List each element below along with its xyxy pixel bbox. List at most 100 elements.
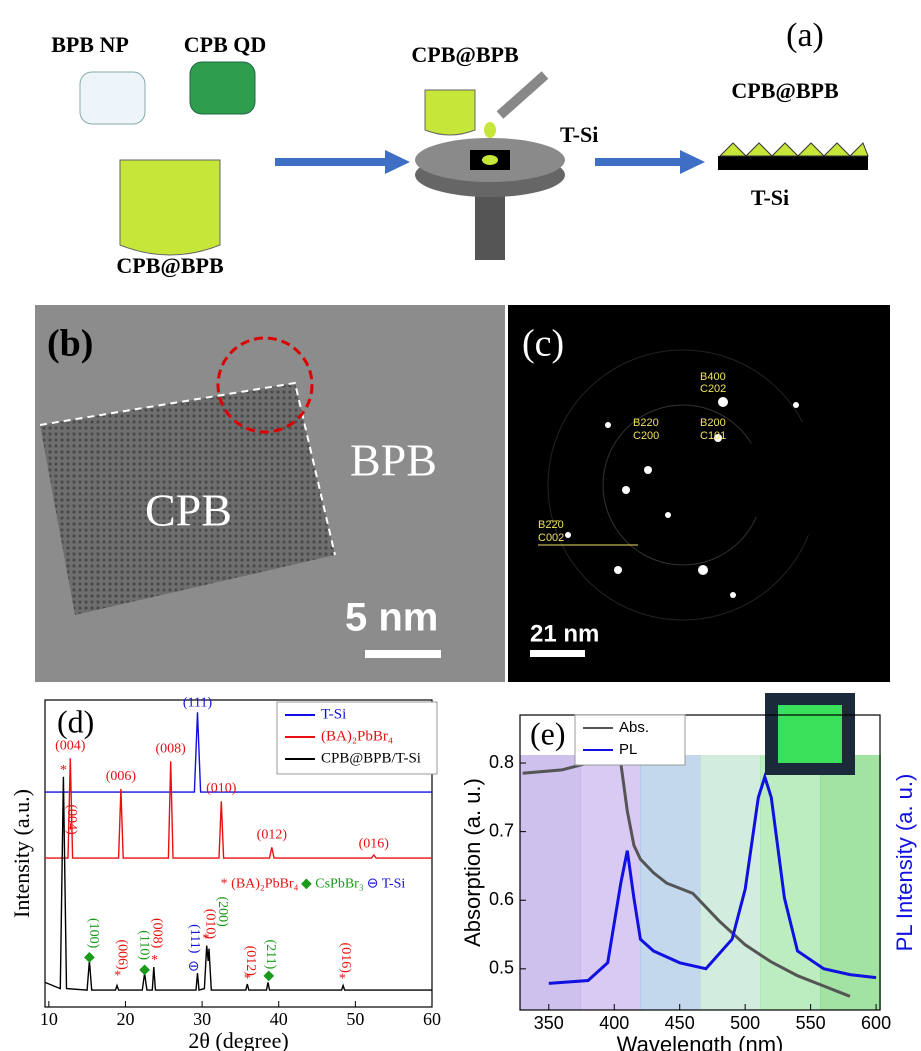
bottle [79, 71, 146, 125]
annotation: ◆ [139, 962, 150, 977]
annotation: (008) [150, 918, 165, 949]
x-tick-label: 350 [534, 1013, 564, 1033]
plot-frame [44, 699, 433, 1008]
annotation: * [202, 932, 209, 947]
spot-label: B220 [633, 417, 659, 429]
highlight [216, 336, 314, 434]
spot-label: C101 [700, 430, 726, 442]
panel-label: (c) [522, 323, 564, 365]
legend-box [574, 714, 686, 766]
x-tick-label: 10 [40, 1009, 58, 1029]
spot-label: B200 [700, 417, 726, 429]
cpb-region [40, 383, 335, 615]
annotation: * [114, 969, 121, 984]
annotation: (010) [203, 909, 218, 940]
annotation: * [60, 763, 67, 778]
beaker [424, 89, 476, 136]
annotation: * (BA)₂PbBr₄ [221, 876, 299, 891]
x-tick-label: 40 [270, 1009, 288, 1029]
substrate [718, 156, 868, 170]
annotation: ◆ CsPbBr₃ [301, 876, 364, 891]
droplet [482, 155, 498, 165]
y-tick-label: 0.7 [489, 820, 514, 840]
inset-photo [778, 705, 842, 763]
xrd-chart: 10 20 30 40 50 60 2θ (degree) Intensity (a.u.) (… [9, 695, 441, 1051]
annotation: (111) [183, 695, 213, 710]
annotation: (004) [55, 738, 86, 753]
series-line [45, 712, 432, 793]
annotation: ⊖ [188, 959, 200, 974]
annotation: * [339, 972, 346, 987]
spectrum-band [820, 755, 881, 1010]
x-tick-label: 500 [730, 1013, 760, 1033]
legend-label: T-Si [321, 706, 346, 722]
panel-label: (a) [786, 17, 824, 54]
y-axis-label: Intensity (a.u.) [9, 789, 34, 918]
annotation: (110) [137, 930, 152, 960]
label: CPB QD [184, 32, 267, 57]
boundary [39, 381, 336, 556]
series-line [44, 776, 432, 991]
scale-label: 21 nm [530, 620, 599, 647]
spot-label: C202 [700, 383, 726, 395]
x-tick-label: 50 [346, 1009, 364, 1029]
film [718, 142, 869, 157]
tem-panel: (b) CPB BPB 5 nm [35, 305, 505, 682]
spot-label: B2̄2̄0 [538, 519, 564, 531]
annotation: (012) [243, 946, 258, 977]
panel-label: (b) [47, 323, 93, 365]
spot-label: C002 [538, 532, 564, 544]
label: T-Si [751, 185, 789, 210]
annotation: (006) [106, 769, 137, 784]
plot-frame [519, 714, 881, 1011]
saed-panel: B400 C202 B220 C200 B200 C101 B2̄2̄0 C00… [508, 305, 890, 682]
annotation: (211) [263, 939, 278, 969]
series-line [45, 758, 432, 859]
series-line [548, 771, 877, 985]
panel-label: (d) [57, 703, 94, 739]
y-tick-label: 0.5 [489, 958, 514, 978]
annotation: (008) [156, 741, 187, 756]
x-axis-label: 2θ (degree) [188, 1028, 288, 1051]
y-axis-label: Absorption (a. u.) [460, 778, 485, 947]
x-axis-label: Wavelength (nm) [617, 1032, 784, 1051]
annotation: (006) [114, 939, 129, 970]
y2-axis-label: PL Intensity (a. u.) [892, 774, 917, 952]
spectrum-band [700, 755, 761, 1010]
legend-label: CPB@BPB/T-Si [321, 750, 421, 766]
x-tick-label: 60 [423, 1009, 441, 1029]
label: BPB [350, 435, 437, 486]
x-tick-label: 20 [116, 1009, 134, 1029]
label: CPB [145, 485, 232, 536]
droplet [484, 122, 496, 138]
bottle [189, 61, 256, 115]
spectrum-band [640, 755, 701, 1010]
spot-label: B400 [700, 371, 726, 383]
beaker [119, 159, 221, 256]
annotation: * [244, 972, 251, 987]
x-tick-label: 450 [665, 1013, 695, 1033]
x-tick-label: 400 [599, 1013, 629, 1033]
scale-bar [530, 650, 585, 657]
annotation: (016) [359, 837, 390, 852]
label: CPB@BPB [731, 78, 839, 103]
annotation: ◆ [263, 969, 274, 984]
y-tick-label: 0.6 [489, 889, 514, 909]
legend-label: PL [619, 741, 637, 758]
annotation: (016) [338, 943, 353, 974]
spindle [475, 185, 505, 260]
scale-label: 5 nm [345, 596, 438, 640]
annotation: (200) [215, 896, 230, 927]
spot-label: C200 [633, 430, 659, 442]
annotation: ⊖ T-Si [367, 876, 406, 891]
optical-chart: 350 400 450 500 550 600 0.5 0.6 0.7 0.8 Wavelength… [460, 693, 917, 1051]
annotation: ◆ [84, 950, 95, 965]
annotation: (111) [187, 924, 202, 954]
schematic-panel: (a) BPB NP CPB QD CPB@BPB CPB@BPB T-Si C… [51, 17, 869, 278]
x-tick-label: 600 [861, 1013, 891, 1033]
annotation: (100) [86, 918, 101, 949]
arrow [275, 150, 410, 174]
x-tick-label: 550 [796, 1013, 826, 1033]
scale-bar [365, 650, 441, 658]
